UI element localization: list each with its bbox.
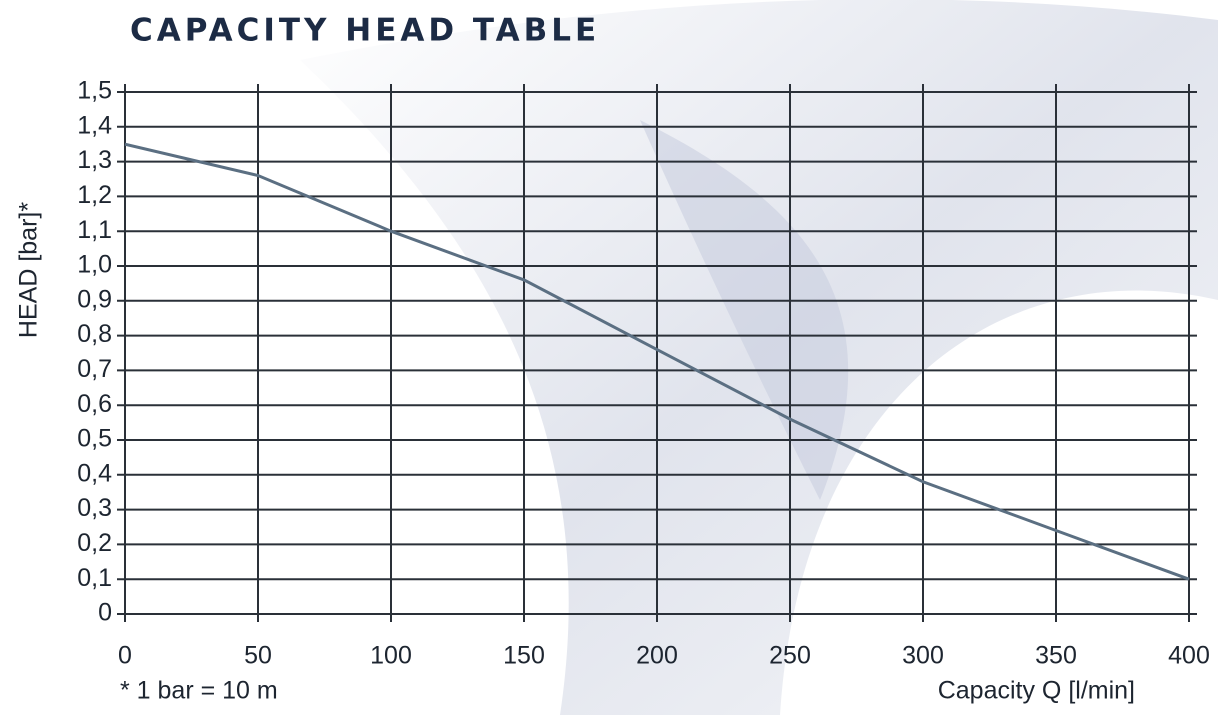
y-tick-label: 0,9	[77, 285, 112, 313]
footnote: * 1 bar = 10 m	[120, 677, 278, 705]
y-tick-label: 1,1	[77, 216, 112, 244]
x-axis-label: Capacity Q [l/min]	[938, 677, 1135, 705]
x-tick-label: 250	[769, 642, 811, 670]
y-tick-label: 0,6	[77, 390, 112, 418]
y-tick-label: 1,0	[77, 251, 112, 279]
chart: CAPACITY HEAD TABLE HEAD [bar]* Capacity…	[0, 0, 1218, 715]
y-axis-label: HEAD [bar]*	[15, 202, 43, 338]
x-tick-label: 400	[1168, 642, 1210, 670]
y-tick-label: 0,5	[77, 425, 112, 453]
y-tick-label: 0,2	[77, 529, 112, 557]
y-tick-label: 0,4	[77, 459, 112, 487]
y-tick-label: 1,2	[77, 181, 112, 209]
x-tick-label: 300	[902, 642, 944, 670]
y-tick-label: 0	[98, 599, 112, 627]
chart-title: CAPACITY HEAD TABLE	[130, 13, 600, 49]
y-tick-label: 1,4	[77, 111, 112, 139]
x-tick-label: 100	[370, 642, 412, 670]
x-tick-label: 150	[503, 642, 545, 670]
x-tick-label: 50	[244, 642, 272, 670]
y-tick-label: 0,8	[77, 320, 112, 348]
x-tick-label: 0	[118, 642, 132, 670]
y-tick-label: 0,3	[77, 494, 112, 522]
y-tick-label: 0,1	[77, 564, 112, 592]
x-tick-label: 200	[636, 642, 678, 670]
y-tick-label: 0,7	[77, 355, 112, 383]
y-tick-label: 1,3	[77, 146, 112, 174]
x-tick-label: 350	[1035, 642, 1077, 670]
y-tick-label: 1,5	[77, 77, 112, 105]
